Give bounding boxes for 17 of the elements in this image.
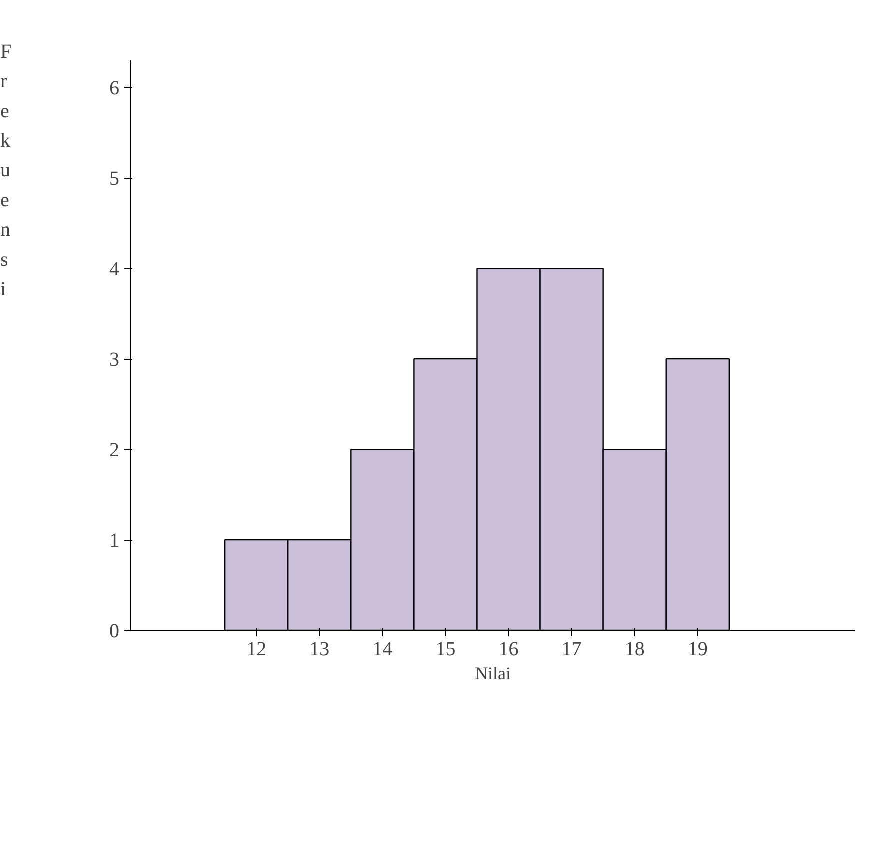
y-tick-label: 4 xyxy=(110,258,120,281)
y-tick-label: 1 xyxy=(110,530,120,552)
x-tick-label: 12 xyxy=(246,638,267,660)
x-tick-label: 17 xyxy=(562,638,582,660)
y-tick-label: 3 xyxy=(110,349,120,372)
x-tick-label: 14 xyxy=(372,638,393,660)
y-tick-label: 5 xyxy=(110,168,120,190)
y-tick-label: 2 xyxy=(110,440,120,462)
text: Frekuensi xyxy=(0,40,12,300)
y-tick-label: 0 xyxy=(110,620,120,642)
x-tick-label: 18 xyxy=(624,638,645,660)
x-tick-label: 15 xyxy=(436,638,456,660)
x-tick-label: 19 xyxy=(688,638,708,660)
y-tick-label: 6 xyxy=(110,78,120,100)
x-axis-title: Nilai xyxy=(475,664,512,684)
x-tick-label: 16 xyxy=(498,638,519,660)
x-tick-label: 13 xyxy=(310,638,330,660)
